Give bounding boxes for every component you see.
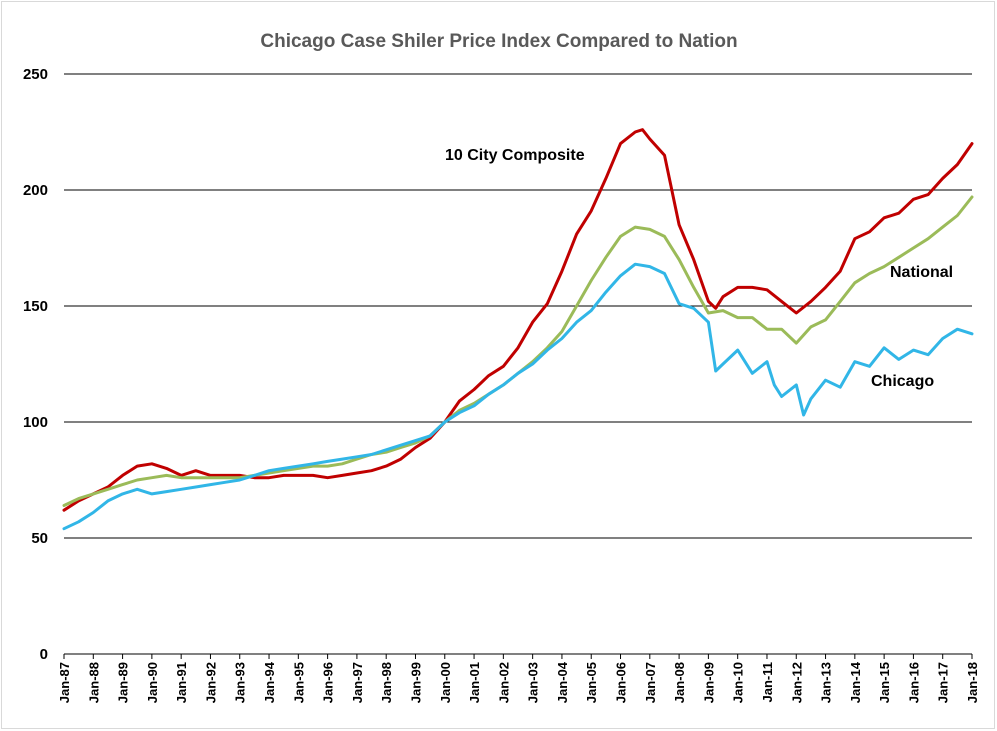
- x-tick-label: Jan-06: [614, 662, 629, 703]
- x-tick-label: Jan-99: [408, 662, 423, 703]
- x-tick-label: Jan-01: [467, 662, 482, 703]
- y-tick-label: 150: [23, 298, 48, 315]
- x-tick-label: Jan-89: [116, 662, 131, 703]
- x-tick-label: Jan-98: [379, 662, 394, 703]
- x-tick-label: Jan-88: [86, 662, 101, 703]
- label-national: National: [890, 264, 953, 281]
- series-line-national: [62, 195, 974, 507]
- x-tick-label: Jan-95: [291, 662, 306, 703]
- x-tick-label: Jan-17: [936, 662, 951, 703]
- series-line-chicago: [62, 262, 974, 531]
- x-tick-label: Jan-12: [789, 662, 804, 703]
- x-tick-label: Jan-09: [701, 662, 716, 703]
- x-tick-label: Jan-16: [906, 662, 921, 703]
- series-lines: [62, 128, 974, 531]
- x-tick-label: Jan-02: [496, 662, 511, 703]
- x-tick-label: Jan-10: [731, 662, 746, 703]
- x-tick-label: Jan-90: [145, 662, 160, 703]
- x-tick-label: Jan-94: [262, 661, 277, 703]
- x-tick-label: Jan-97: [350, 662, 365, 703]
- x-tick-label: Jan-93: [233, 662, 248, 703]
- x-tick-label: Jan-96: [321, 662, 336, 703]
- y-tick-label: 0: [40, 646, 48, 663]
- x-tick-label: Jan-00: [438, 662, 453, 703]
- x-tick-label: Jan-07: [643, 662, 658, 703]
- x-tick-label: Jan-87: [57, 662, 72, 703]
- x-tick-label: Jan-04: [555, 661, 570, 703]
- x-tick-label: Jan-03: [526, 662, 541, 703]
- x-tick-label: Jan-92: [203, 662, 218, 703]
- x-tick-label: Jan-13: [819, 662, 834, 703]
- y-axis: 0 50 100 150 200 250: [23, 66, 48, 663]
- x-axis: Jan-87 Jan-88 Jan-89 Jan-90 Jan-91 Jan-92 Jan-…: [57, 654, 980, 703]
- y-tick-label: 50: [31, 530, 48, 547]
- x-tick-label: Jan-18: [965, 662, 980, 703]
- y-tick-label: 250: [23, 66, 48, 83]
- x-tick-label: Jan-14: [848, 661, 863, 703]
- y-tick-label: 200: [23, 182, 48, 199]
- x-tick-label: Jan-11: [760, 662, 775, 702]
- label-10-city-composite: 10 City Composite: [445, 147, 585, 164]
- label-chicago: Chicago: [871, 373, 934, 390]
- series-line-10-city-composite: [62, 128, 974, 512]
- y-tick-label: 100: [23, 414, 48, 431]
- x-tick-label: Jan-15: [877, 662, 892, 703]
- gridlines: [64, 73, 972, 655]
- x-tick-label: Jan-05: [584, 662, 599, 703]
- x-tick-label: Jan-08: [672, 662, 687, 703]
- chart-title: Chicago Case Shiler Price Index Compared…: [260, 31, 737, 52]
- x-tick-label: Jan-91: [174, 662, 189, 703]
